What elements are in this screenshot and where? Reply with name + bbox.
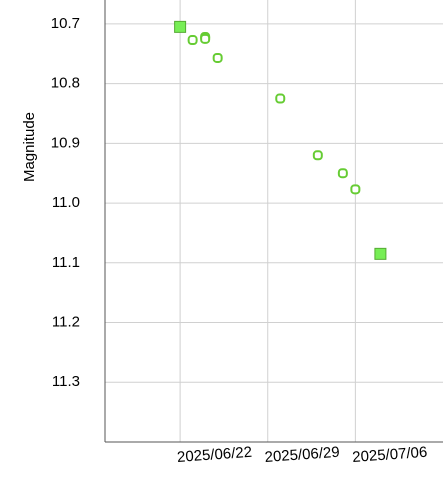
data-point xyxy=(275,93,286,104)
x-tick-label: 2025/07/06 xyxy=(352,444,428,466)
y-tick-label: 11.1 xyxy=(52,254,80,271)
x-tick-label: 2025/06/22 xyxy=(176,444,252,466)
data-point xyxy=(200,33,211,44)
data-point xyxy=(212,52,223,63)
data-point xyxy=(337,168,348,179)
y-axis-label: Magnitude xyxy=(21,112,38,182)
y-tick-label: 10.8 xyxy=(51,75,80,92)
data-point xyxy=(350,184,361,195)
data-point xyxy=(312,150,323,161)
data-point xyxy=(374,247,387,260)
y-tick-label: 11.3 xyxy=(52,373,80,390)
y-tick-label: 11.2 xyxy=(52,314,80,331)
y-tick-label: 10.7 xyxy=(51,15,80,32)
data-point xyxy=(174,20,187,33)
y-tick-label: 10.9 xyxy=(51,134,80,151)
data-point xyxy=(187,35,198,46)
y-tick-label: 11.0 xyxy=(52,194,80,211)
x-tick-label: 2025/06/29 xyxy=(264,444,340,466)
